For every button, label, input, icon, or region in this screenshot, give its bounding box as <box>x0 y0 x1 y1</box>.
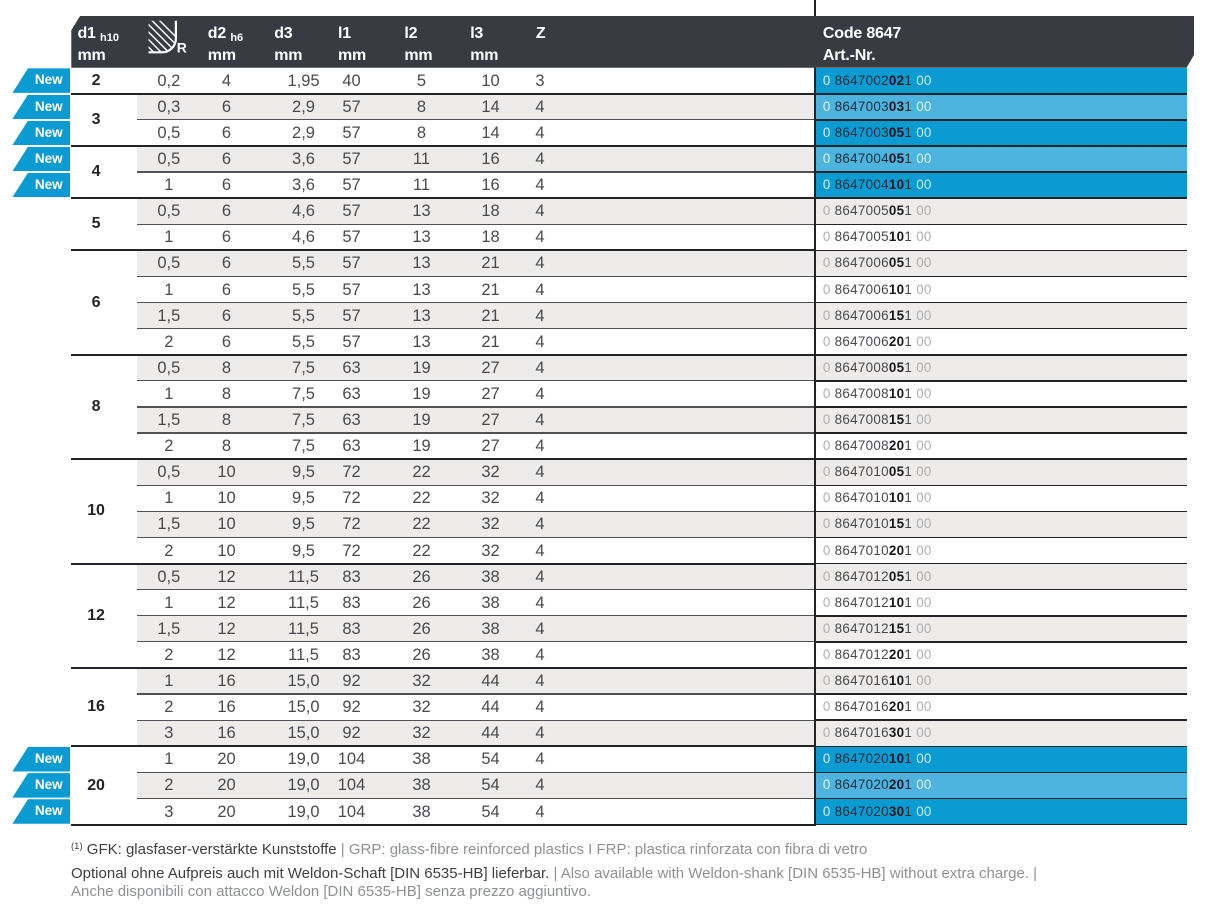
svg-text:R: R <box>177 40 187 56</box>
